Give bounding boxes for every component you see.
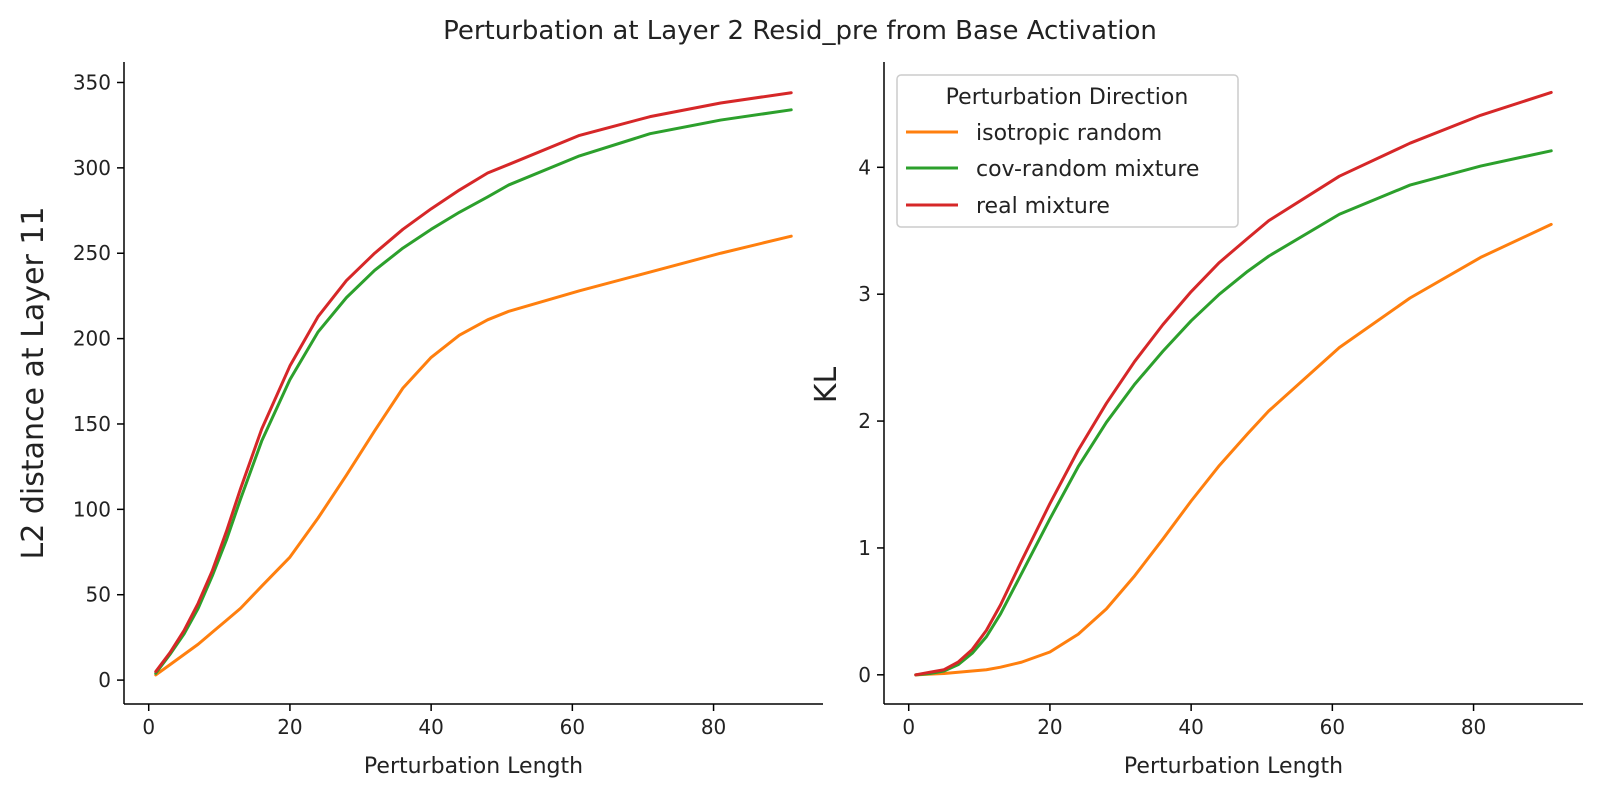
legend-label-real-mixture: real mixture	[976, 194, 1110, 219]
left-y-tick-label: 50	[86, 583, 111, 607]
right-y-tick-label: 0	[858, 663, 871, 687]
left-y-axis-label: L2 distance at Layer 11	[16, 206, 51, 559]
left-x-tick-label: 40	[418, 715, 443, 739]
left-y-tick-label: 200	[73, 327, 111, 351]
right-y-axis-label: KL	[809, 367, 844, 404]
legend-title: Perturbation Direction	[946, 85, 1189, 110]
right-x-axis-label: Perturbation Length	[1124, 754, 1343, 779]
right-panel: 0 20 40 60 80 0 1 2 3 4 Perturbation Length KL	[809, 62, 1583, 779]
left-y-tick-label: 100	[73, 497, 111, 521]
left-x-tick-label: 80	[701, 715, 726, 739]
right-x-tick-label: 80	[1461, 715, 1486, 739]
right-series-lines	[914, 90, 1553, 677]
left-y-tick-label: 150	[73, 412, 111, 436]
legend: Perturbation Direction isotropic random …	[896, 74, 1239, 228]
right-series-isotropic-random	[914, 222, 1553, 677]
left-y-tick-label: 350	[73, 70, 111, 94]
left-x-tick-label: 60	[560, 715, 585, 739]
right-axis-ticks: 0 20 40 60 80 0 1 2 3 4	[858, 155, 1486, 739]
right-x-tick-label: 40	[1178, 715, 1203, 739]
right-y-tick-label: 3	[858, 282, 871, 306]
right-y-tick-label: 4	[858, 155, 871, 179]
left-x-tick-label: 0	[142, 715, 155, 739]
left-series-real-mixture	[154, 91, 793, 674]
right-y-tick-label: 2	[858, 409, 871, 433]
left-y-tick-label: 0	[98, 668, 111, 692]
left-panel: 0 20 40 60 80 0 50 100 150 200 250 300 350 Perturbat…	[16, 62, 823, 779]
legend-frame	[896, 74, 1239, 228]
left-y-tick-label: 250	[73, 241, 111, 265]
legend-label-cov-random: cov-random mixture	[976, 157, 1199, 182]
left-axis-ticks: 0 20 40 60 80 0 50 100 150 200 250 300 350	[73, 70, 726, 739]
right-y-tick-label: 1	[858, 536, 871, 560]
right-x-tick-label: 60	[1320, 715, 1345, 739]
right-series-real-mixture	[914, 90, 1553, 677]
right-x-tick-label: 20	[1037, 715, 1062, 739]
left-series-lines	[154, 91, 793, 677]
left-x-tick-label: 20	[277, 715, 302, 739]
left-y-tick-label: 300	[73, 156, 111, 180]
figure-title: Perturbation at Layer 2 Resid_pre from B…	[443, 16, 1157, 46]
left-series-isotropic-random	[154, 234, 793, 677]
right-series-cov-random-mixture	[914, 149, 1553, 677]
left-x-axis-label: Perturbation Length	[364, 754, 583, 779]
left-series-cov-random-mixture	[154, 108, 793, 675]
right-x-tick-label: 0	[902, 715, 915, 739]
legend-label-isotropic: isotropic random	[976, 121, 1162, 146]
